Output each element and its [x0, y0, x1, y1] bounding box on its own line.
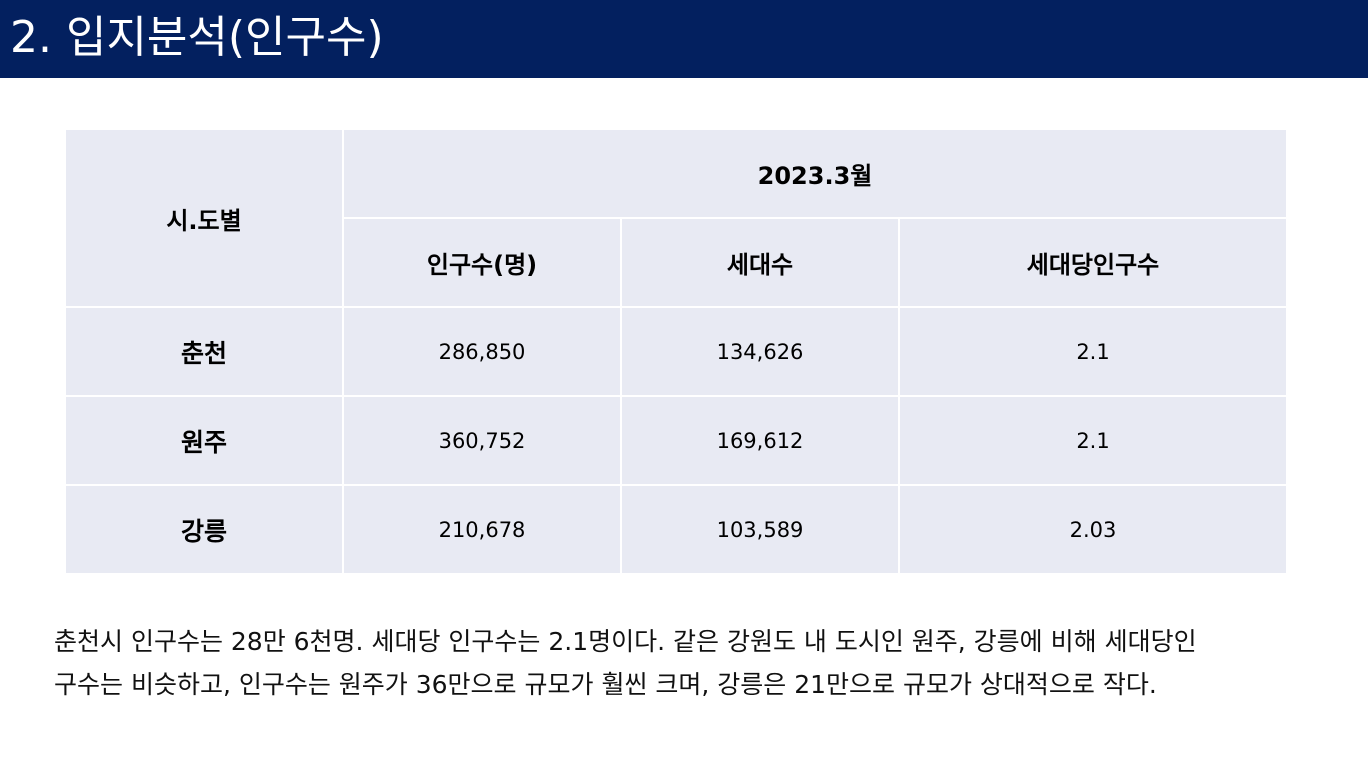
- table-subheader-row: 인구수(명) 세대수 세대당인구수: [65, 217, 1289, 308]
- per-household-cell: 2.1: [897, 306, 1289, 397]
- summary-paragraph: 춘천시 인구수는 28만 6천명. 세대당 인구수는 2.1명이다. 같은 강원…: [54, 620, 1316, 706]
- table-row: 춘천 286,850 134,626 2.1: [64, 306, 1289, 397]
- table-row: 원주 360,752 169,612 2.1: [64, 395, 1289, 486]
- population-cell: 210,678: [342, 484, 622, 575]
- per-household-cell: 2.1: [897, 395, 1289, 486]
- population-cell: 360,752: [342, 395, 622, 486]
- title-bar: 2. 입지분석(인구수): [0, 0, 1368, 78]
- table-row: 강릉 210,678 103,589 2.03: [64, 484, 1289, 575]
- per-household-column-header: 세대당인구수: [897, 217, 1289, 308]
- population-table: 시.도별 2023.3월 인구수(명) 세대수 세대당인구수 춘천 286,85…: [64, 128, 1289, 575]
- page-title: 2. 입지분석(인구수): [10, 12, 384, 63]
- region-cell: 원주: [64, 395, 344, 486]
- summary-line-1: 춘천시 인구수는 28만 6천명. 세대당 인구수는 2.1명이다. 같은 강원…: [54, 627, 1197, 656]
- population-cell: 286,850: [342, 306, 622, 397]
- households-cell: 103,589: [620, 484, 900, 575]
- region-cell: 강릉: [64, 484, 344, 575]
- households-cell: 134,626: [620, 306, 900, 397]
- period-header: 2023.3월: [341, 128, 1289, 219]
- households-column-header: 세대수: [620, 217, 900, 308]
- households-cell: 169,612: [620, 395, 900, 486]
- population-column-header: 인구수(명): [342, 217, 622, 308]
- region-column-header: 시.도별: [64, 128, 344, 308]
- table-header-row: 시.도별 2023.3월: [64, 128, 1289, 308]
- summary-line-2: 구수는 비슷하고, 인구수는 원주가 36만으로 규모가 훨씬 크며, 강릉은 …: [54, 670, 1157, 699]
- per-household-cell: 2.03: [897, 484, 1289, 575]
- region-cell: 춘천: [64, 306, 344, 397]
